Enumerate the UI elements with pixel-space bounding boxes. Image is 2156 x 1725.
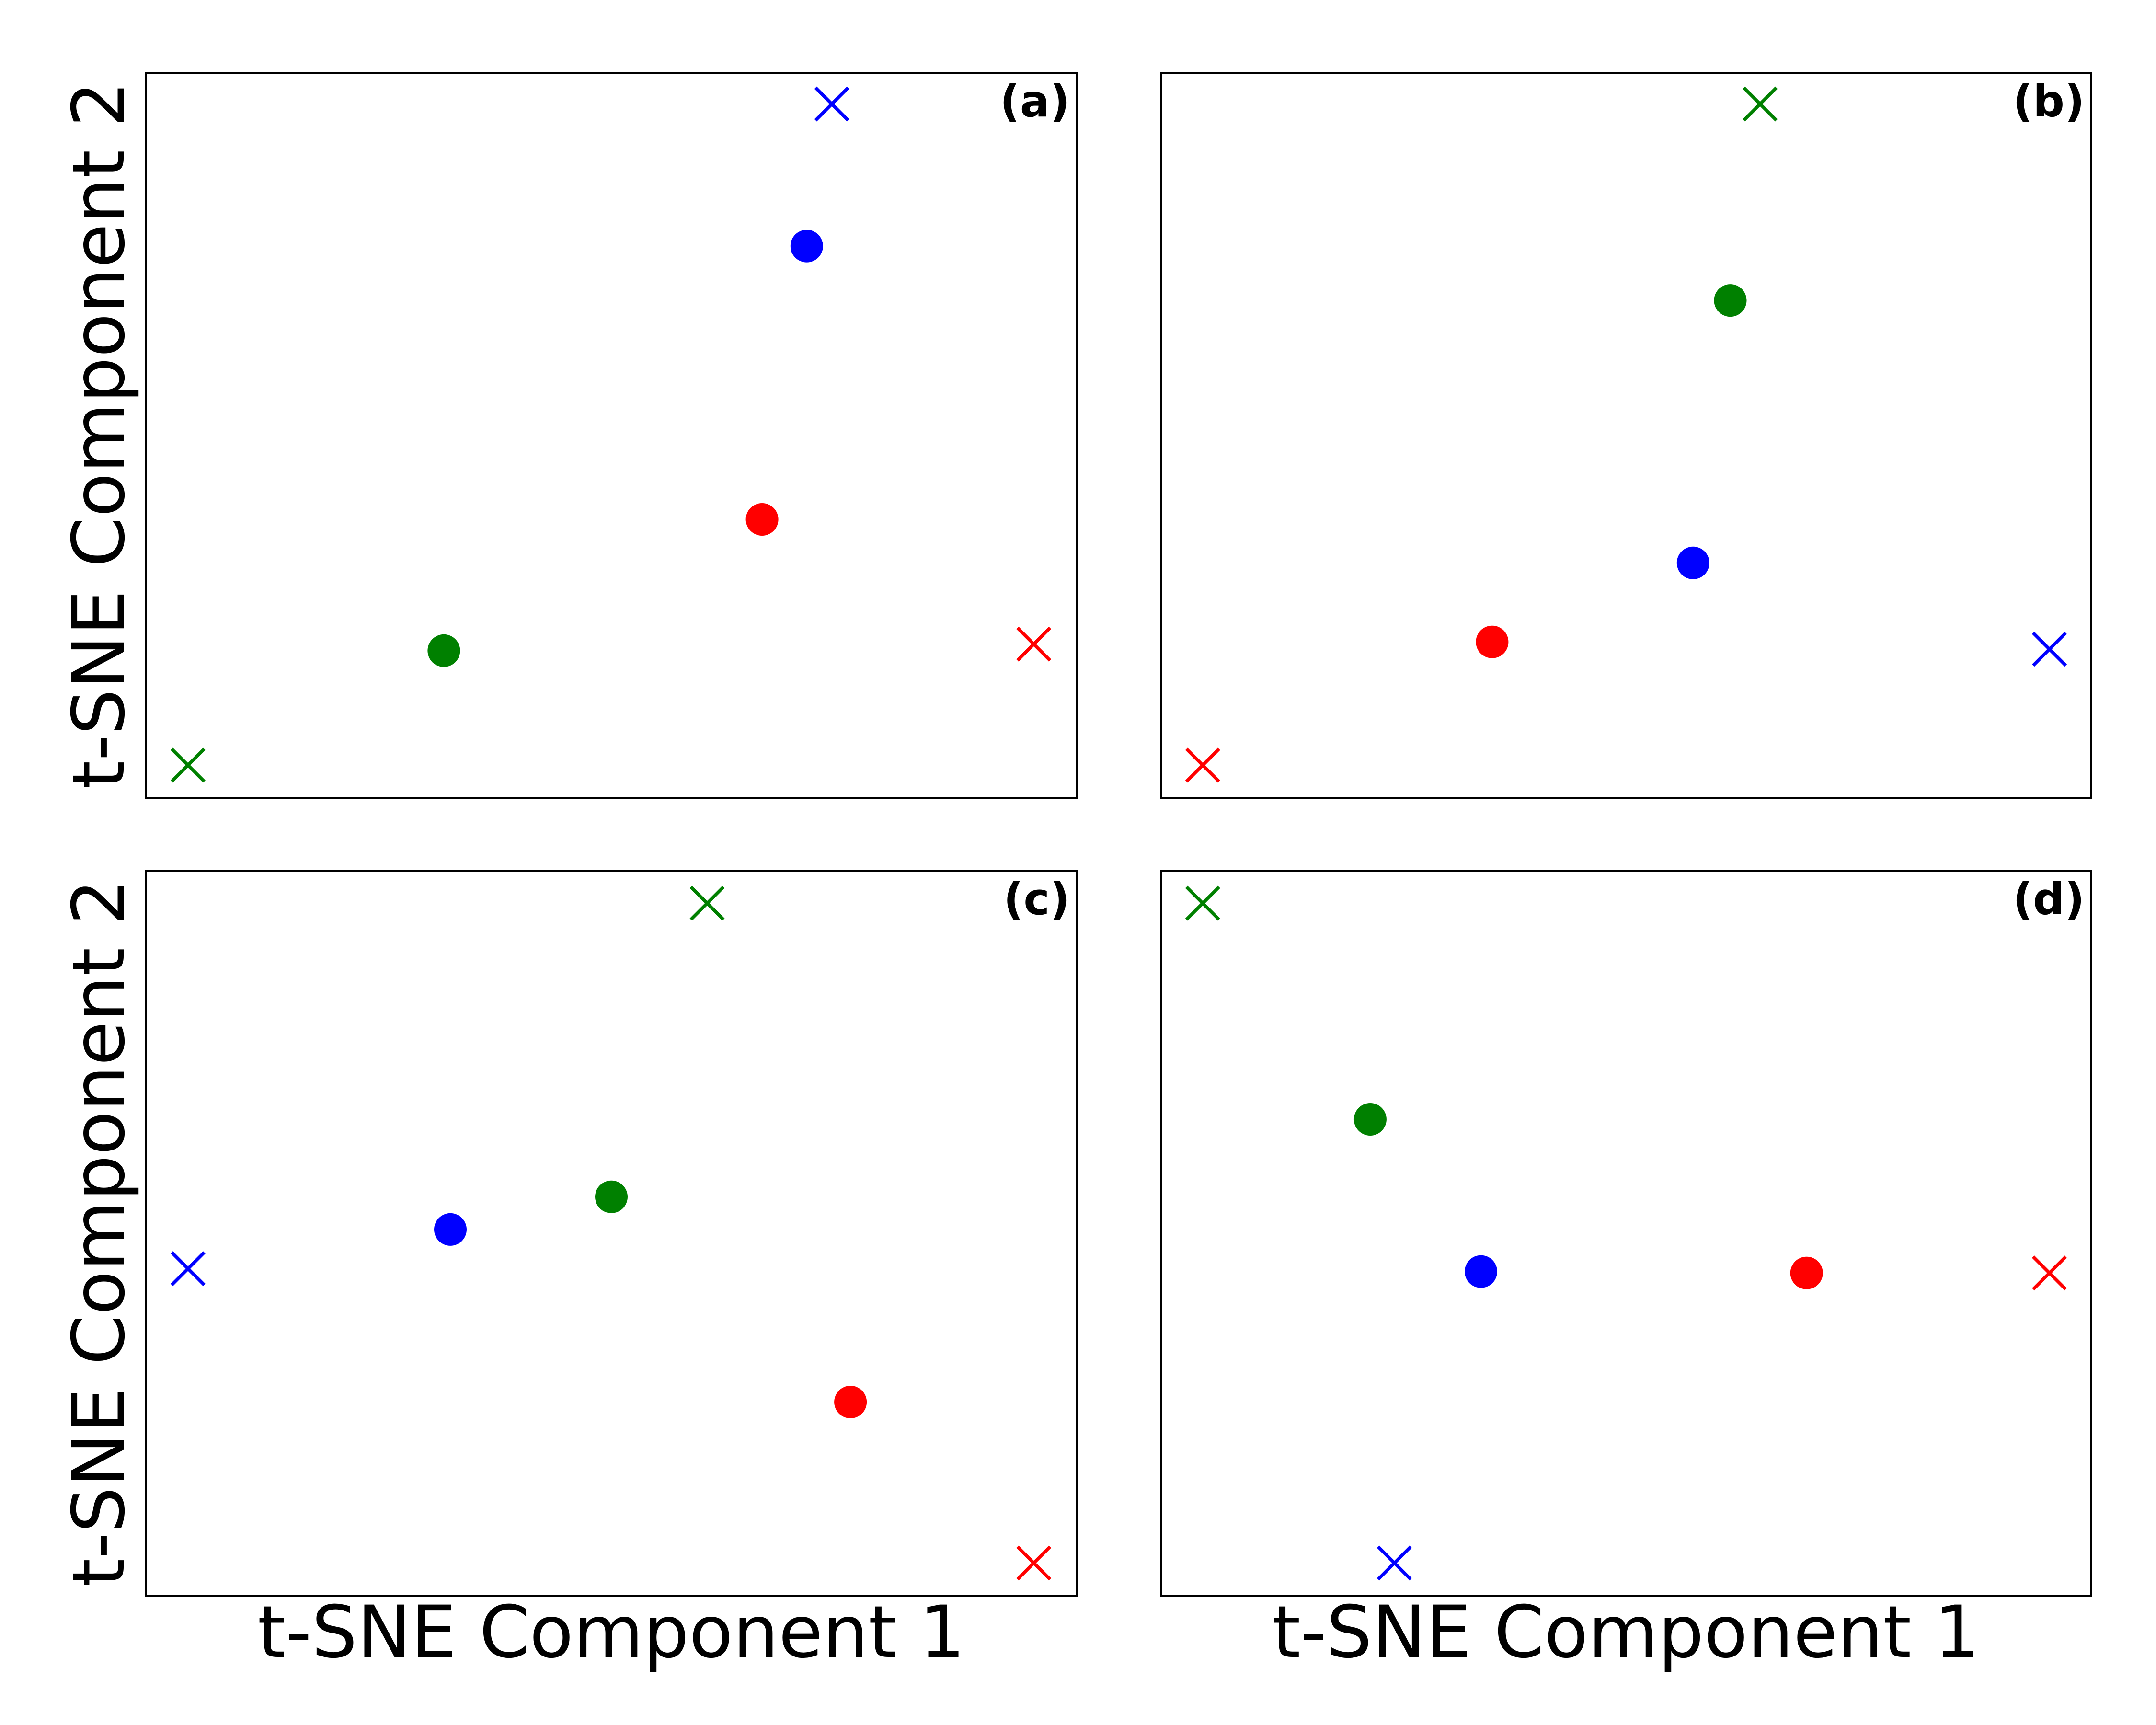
- scatter-point-x: [2032, 632, 2067, 667]
- scatter-point-x: [1016, 1545, 1052, 1581]
- scatter-point-circle: [1476, 625, 1509, 658]
- panel-a: (a): [145, 72, 1078, 799]
- plot-frame: [145, 870, 1078, 1597]
- scatter-points: [170, 886, 1052, 1581]
- scatter-point-x: [170, 1251, 206, 1287]
- x-axis-label-left: t-SNE Component 1: [258, 1591, 965, 1674]
- scatter-points: [1185, 86, 2067, 783]
- scatter-point-circle: [790, 230, 823, 263]
- scatter-point-x: [1376, 1545, 1412, 1581]
- scatter-point-circle: [434, 1213, 467, 1246]
- panel-label: (d): [2013, 874, 2085, 925]
- scatter-point-circle: [1714, 284, 1747, 317]
- scatter-point-circle: [1465, 1255, 1497, 1288]
- panel-label: (b): [2013, 76, 2085, 127]
- plot-frame: [1160, 72, 2092, 799]
- scatter-point-circle: [427, 634, 460, 667]
- scatter-point-x: [1185, 748, 1220, 783]
- scatter-point-x: [1185, 886, 1220, 921]
- scatter-point-x: [170, 748, 206, 783]
- scatter-point-x: [814, 86, 849, 122]
- scatter-point-x: [689, 886, 725, 921]
- scatter-points: [1185, 886, 2067, 1581]
- scatter-point-x: [1743, 86, 1778, 122]
- plot-frame: [145, 72, 1078, 799]
- panel-label: (c): [1003, 874, 1070, 925]
- x-axis-label-right: t-SNE Component 1: [1273, 1591, 1980, 1674]
- scatter-point-circle: [834, 1386, 867, 1418]
- panel-b: (b): [1160, 72, 2092, 799]
- y-axis-label-bottom: t-SNE Component 2: [57, 879, 141, 1587]
- scatter-point-x: [2032, 1255, 2067, 1291]
- panel-c: (c): [145, 870, 1078, 1597]
- panel-label: (a): [1000, 76, 1070, 127]
- scatter-point-x: [1016, 626, 1052, 662]
- y-axis-label-top: t-SNE Component 2: [57, 81, 141, 789]
- scatter-point-circle: [595, 1180, 628, 1213]
- scatter-points: [170, 86, 1052, 783]
- scatter-point-circle: [1676, 546, 1709, 579]
- scatter-point-circle: [1790, 1256, 1823, 1289]
- plot-frame: [1160, 870, 2092, 1597]
- panel-d: (d): [1160, 870, 2092, 1597]
- scatter-point-circle: [745, 503, 779, 536]
- scatter-point-circle: [1353, 1103, 1387, 1136]
